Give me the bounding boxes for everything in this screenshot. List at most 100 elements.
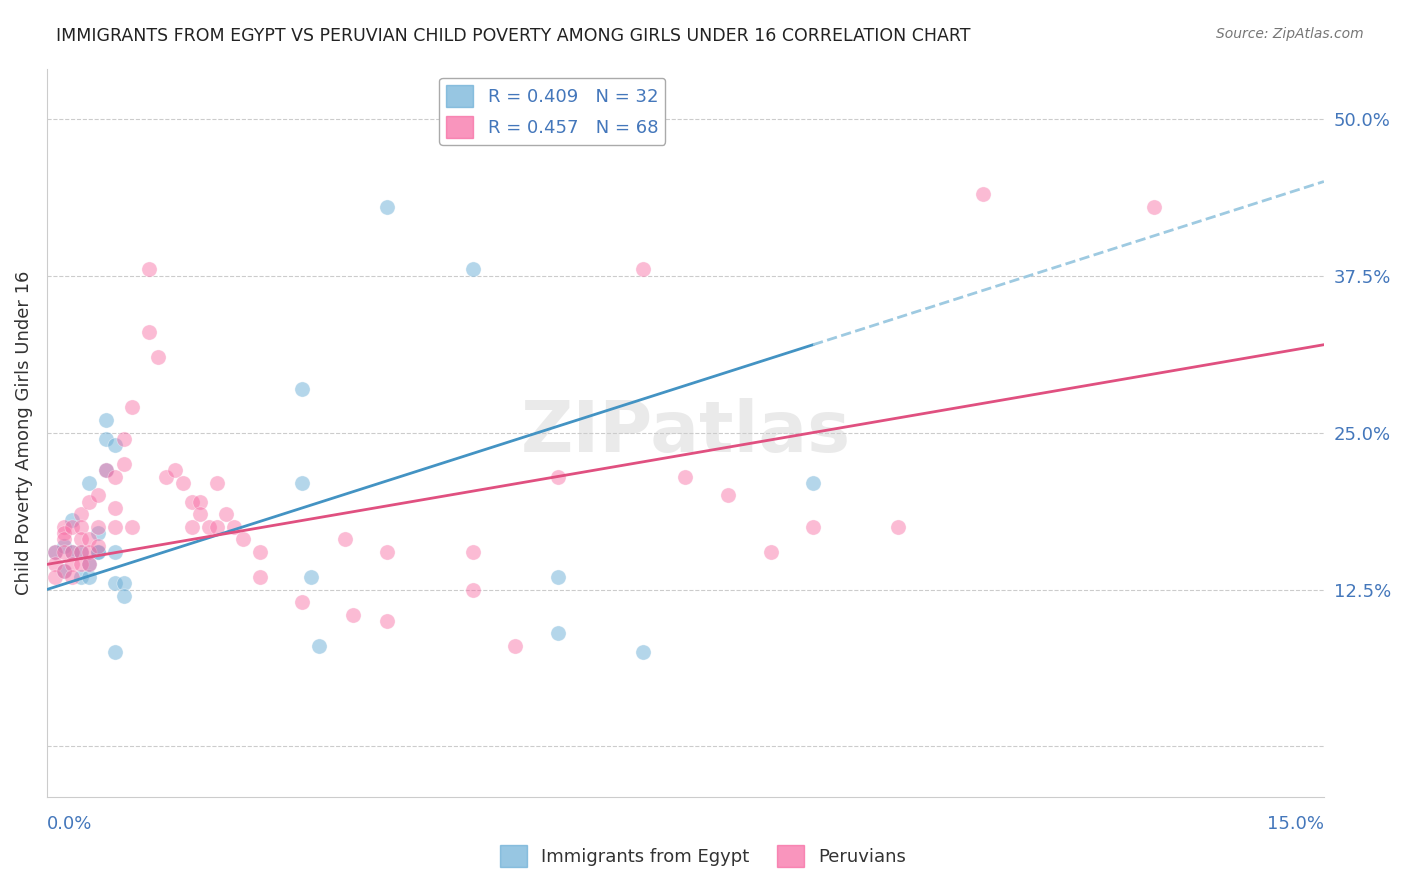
Point: [70, 545, 93, 559]
Point: [249, 545, 271, 559]
Point: [801, 475, 824, 490]
Point: [377, 545, 399, 559]
Point: [79, 545, 101, 559]
Point: [104, 438, 127, 452]
Point: [180, 520, 202, 534]
Point: [291, 382, 314, 396]
Point: [79, 494, 101, 508]
Point: [96, 463, 118, 477]
Point: [155, 469, 177, 483]
Point: [112, 576, 135, 591]
Point: [205, 475, 228, 490]
Point: [44, 570, 66, 584]
Point: [121, 520, 143, 534]
Point: [52, 533, 75, 547]
Point: [377, 614, 399, 628]
Point: [87, 526, 110, 541]
Y-axis label: Child Poverty Among Girls Under 16: Child Poverty Among Girls Under 16: [15, 270, 32, 595]
Point: [104, 645, 127, 659]
Point: [503, 639, 526, 653]
Point: [87, 545, 110, 559]
Point: [112, 589, 135, 603]
Text: 15.0%: 15.0%: [1267, 815, 1324, 833]
Point: [197, 520, 219, 534]
Point: [87, 520, 110, 534]
Point: [717, 488, 740, 502]
Point: [96, 463, 118, 477]
Point: [70, 507, 93, 521]
Point: [87, 545, 110, 559]
Point: [138, 262, 160, 277]
Point: [205, 520, 228, 534]
Point: [112, 432, 135, 446]
Point: [138, 325, 160, 339]
Point: [342, 607, 364, 622]
Point: [79, 558, 101, 572]
Text: ZIPatlas: ZIPatlas: [520, 398, 851, 467]
Point: [121, 401, 143, 415]
Point: [44, 545, 66, 559]
Point: [887, 520, 910, 534]
Point: [79, 558, 101, 572]
Point: [62, 570, 84, 584]
Point: [52, 539, 75, 553]
Point: [52, 520, 75, 534]
Point: [79, 533, 101, 547]
Point: [673, 469, 696, 483]
Point: [333, 533, 356, 547]
Point: [461, 582, 484, 597]
Point: [547, 469, 569, 483]
Point: [70, 520, 93, 534]
Point: [52, 564, 75, 578]
Point: [215, 507, 238, 521]
Point: [62, 558, 84, 572]
Point: [62, 545, 84, 559]
Point: [163, 463, 186, 477]
Point: [52, 545, 75, 559]
Point: [70, 570, 93, 584]
Point: [96, 413, 118, 427]
Point: [104, 520, 127, 534]
Point: [52, 526, 75, 541]
Point: [547, 626, 569, 640]
Point: [62, 520, 84, 534]
Point: [104, 545, 127, 559]
Text: 0.0%: 0.0%: [46, 815, 93, 833]
Text: IMMIGRANTS FROM EGYPT VS PERUVIAN CHILD POVERTY AMONG GIRLS UNDER 16 CORRELATION: IMMIGRANTS FROM EGYPT VS PERUVIAN CHILD …: [56, 27, 970, 45]
Point: [547, 570, 569, 584]
Point: [377, 200, 399, 214]
Point: [631, 262, 654, 277]
Text: Source: ZipAtlas.com: Source: ZipAtlas.com: [1216, 27, 1364, 41]
Point: [801, 520, 824, 534]
Legend: Immigrants from Egypt, Peruvians: Immigrants from Egypt, Peruvians: [492, 838, 914, 874]
Point: [70, 558, 93, 572]
Point: [79, 475, 101, 490]
Point: [70, 533, 93, 547]
Point: [299, 570, 322, 584]
Point: [631, 645, 654, 659]
Point: [44, 545, 66, 559]
Point: [62, 545, 84, 559]
Point: [52, 564, 75, 578]
Point: [188, 507, 211, 521]
Point: [308, 639, 330, 653]
Point: [44, 558, 66, 572]
Point: [461, 262, 484, 277]
Point: [224, 520, 246, 534]
Point: [87, 539, 110, 553]
Point: [87, 488, 110, 502]
Point: [96, 432, 118, 446]
Point: [79, 570, 101, 584]
Point: [112, 457, 135, 471]
Legend: R = 0.409   N = 32, R = 0.457   N = 68: R = 0.409 N = 32, R = 0.457 N = 68: [439, 78, 665, 145]
Point: [759, 545, 782, 559]
Point: [249, 570, 271, 584]
Point: [146, 351, 169, 365]
Point: [232, 533, 254, 547]
Point: [70, 545, 93, 559]
Point: [180, 494, 202, 508]
Point: [104, 576, 127, 591]
Point: [589, 112, 612, 126]
Point: [104, 500, 127, 515]
Point: [172, 475, 194, 490]
